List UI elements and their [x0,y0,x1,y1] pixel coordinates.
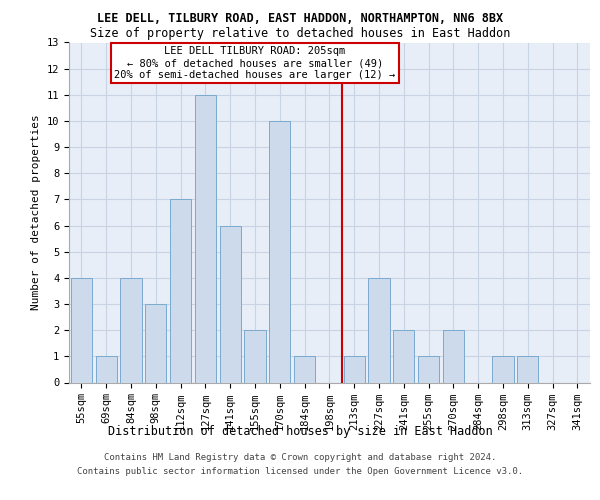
Bar [294,356,315,382]
Bar [418,356,439,382]
Bar [170,200,191,382]
Text: Contains HM Land Registry data © Crown copyright and database right 2024.: Contains HM Land Registry data © Crown c… [104,454,496,462]
Text: Contains public sector information licensed under the Open Government Licence v3: Contains public sector information licen… [77,467,523,476]
Text: LEE DELL TILBURY ROAD: 205sqm
← 80% of detached houses are smaller (49)
20% of s: LEE DELL TILBURY ROAD: 205sqm ← 80% of d… [115,46,395,80]
Text: Size of property relative to detached houses in East Haddon: Size of property relative to detached ho… [90,28,510,40]
Bar [121,278,142,382]
Bar [393,330,415,382]
Bar [368,278,389,382]
Text: LEE DELL, TILBURY ROAD, EAST HADDON, NORTHAMPTON, NN6 8BX: LEE DELL, TILBURY ROAD, EAST HADDON, NOR… [97,12,503,26]
Bar [344,356,365,382]
Y-axis label: Number of detached properties: Number of detached properties [31,114,41,310]
Bar [517,356,538,382]
Bar [220,226,241,382]
Bar [95,356,117,382]
Bar [493,356,514,382]
Bar [244,330,266,382]
Bar [145,304,166,382]
Bar [269,121,290,382]
Bar [71,278,92,382]
Bar [443,330,464,382]
Bar [195,95,216,382]
Text: Distribution of detached houses by size in East Haddon: Distribution of detached houses by size … [107,424,493,438]
